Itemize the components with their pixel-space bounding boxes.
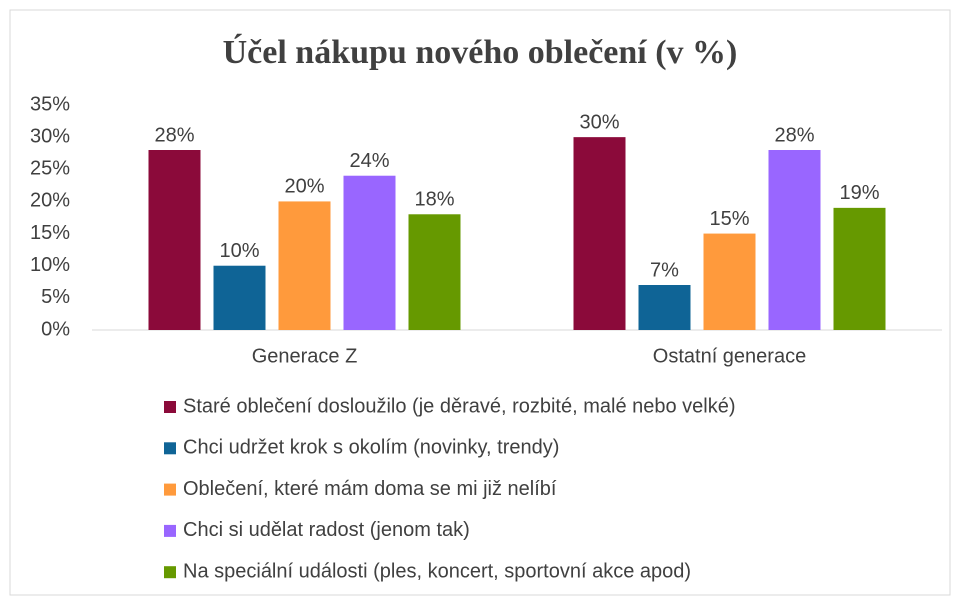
y-tick-label: 25% <box>30 158 70 180</box>
legend-label: Na speciální události (ples, koncert, sp… <box>183 560 691 582</box>
bar <box>573 137 626 330</box>
x-tick-label: Ostatní generace <box>653 345 806 367</box>
legend-swatch <box>164 566 176 579</box>
y-tick-label: 35% <box>30 93 70 115</box>
y-tick-label: 5% <box>41 286 70 308</box>
data-label: 18% <box>414 189 454 211</box>
data-label: 28% <box>774 124 814 146</box>
legend-swatch <box>164 401 176 413</box>
data-label: 15% <box>709 208 749 230</box>
data-label: 10% <box>219 240 259 262</box>
bar <box>148 150 201 330</box>
y-tick-label: 10% <box>30 254 70 276</box>
data-label: 30% <box>579 111 619 133</box>
y-tick-label: 20% <box>30 190 70 212</box>
legend-label: Oblečení, které mám doma se mi již nelíb… <box>183 478 557 500</box>
legend-swatch <box>164 442 176 455</box>
legend-label: Chci si udělat radost (jenom tak) <box>183 519 470 541</box>
data-label: 28% <box>154 124 194 146</box>
legend-label: Staré oblečení dosloužilo (je děravé, ro… <box>183 395 736 417</box>
y-tick-label: 30% <box>30 125 70 147</box>
x-tick-label: Generace Z <box>252 345 358 367</box>
y-tick-label: 0% <box>41 318 70 340</box>
bar <box>408 214 461 330</box>
bar <box>768 150 821 330</box>
bar <box>343 175 396 330</box>
legend-swatch <box>164 524 176 537</box>
legend-label: Chci udržet krok s okolím (novinky, tren… <box>183 437 559 459</box>
data-label: 19% <box>839 182 879 204</box>
bar <box>833 207 886 330</box>
bar <box>213 265 266 330</box>
bar <box>278 201 331 330</box>
bar <box>638 285 691 330</box>
chart-title: Účel nákupu nového oblečení (v %) <box>223 33 738 71</box>
legend-swatch <box>164 483 176 496</box>
bar <box>703 233 756 330</box>
y-tick-label: 15% <box>30 222 70 244</box>
data-label: 24% <box>349 150 389 172</box>
data-label: 7% <box>650 259 679 281</box>
data-label: 20% <box>284 176 324 198</box>
